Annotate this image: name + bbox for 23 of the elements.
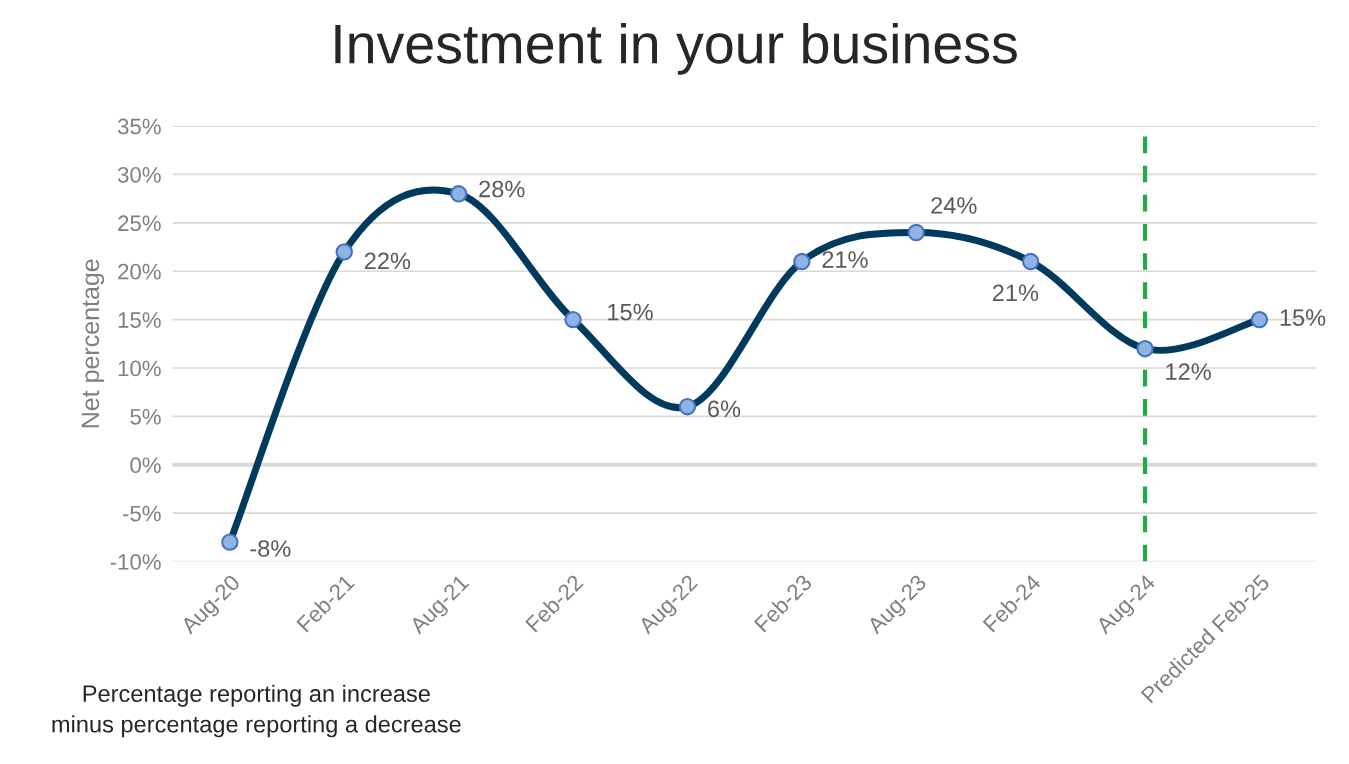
y-tick-label: 35% — [117, 118, 161, 135]
text: 24% — [931, 197, 977, 214]
y-tick-label: 5% — [130, 409, 161, 425]
y-tick-label: 0% — [130, 457, 161, 474]
y-tick-label: 25% — [118, 215, 161, 232]
y-tick-label: 10% — [118, 360, 161, 377]
y-axis-title: Net percentage — [81, 259, 105, 428]
text: 15% — [1280, 309, 1326, 326]
text: -8% — [250, 540, 291, 557]
text: 12% — [1166, 363, 1211, 380]
y-tick-label: -5% — [123, 505, 161, 522]
text: 22% — [364, 252, 411, 270]
text: 21% — [992, 284, 1039, 302]
text: 15% — [608, 303, 653, 321]
y-tick-label: 30% — [117, 166, 161, 183]
text: 28% — [479, 180, 525, 198]
text: 6% — [708, 400, 741, 418]
text: Percentage reporting an increase minus percentage reporting a decrease — [52, 684, 461, 738]
y-tick-label: -10% — [110, 554, 161, 570]
text: 21% — [822, 251, 868, 268]
chart-title: Investment in your business — [335, 22, 1017, 75]
y-tick-label: 20% — [118, 263, 161, 280]
y-tick-label: 15% — [118, 312, 161, 328]
